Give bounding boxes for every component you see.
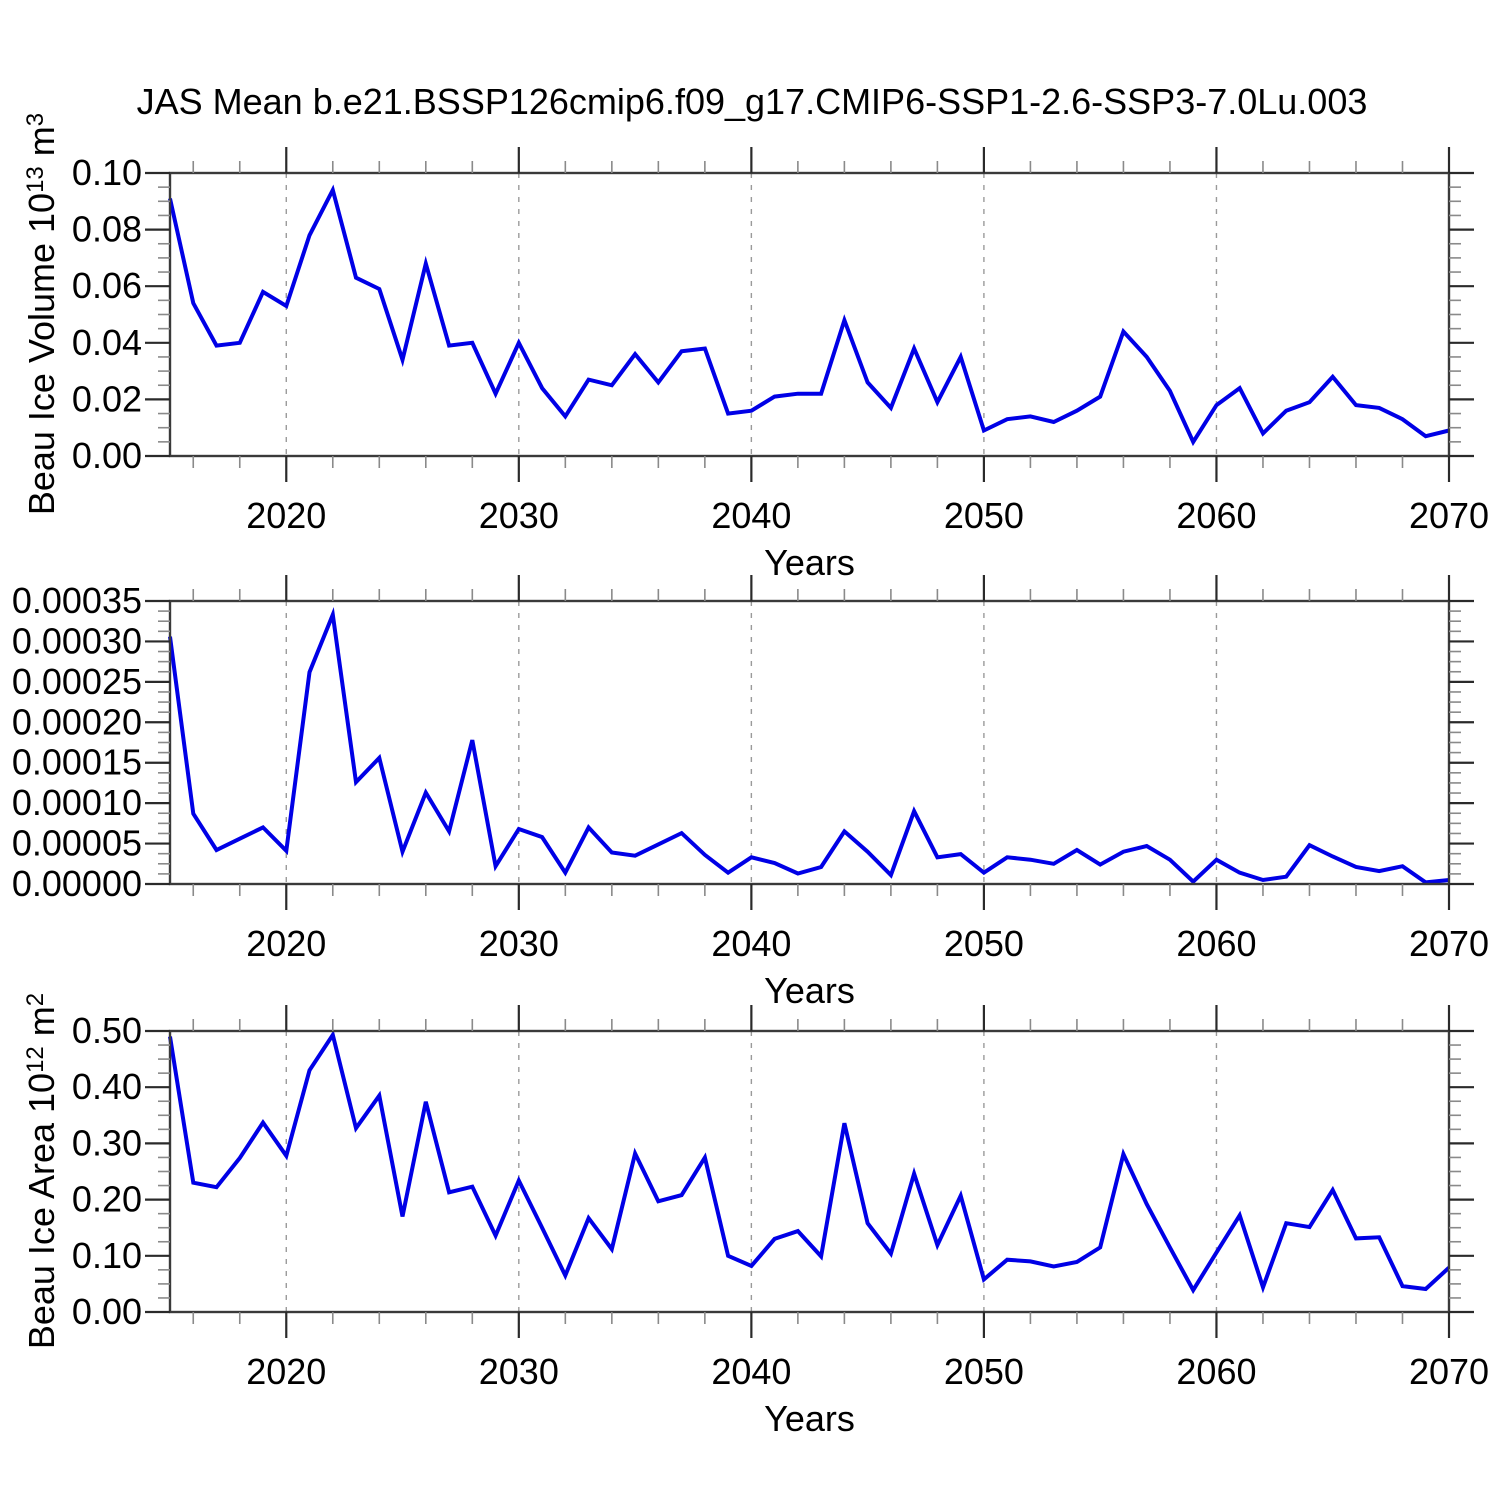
x-tick-label: 2020 xyxy=(246,1351,326,1392)
y-axis-label-volume: Beau Ice Volume 1013 m3 xyxy=(14,4,62,624)
series-line-beau-ice-volume xyxy=(168,184,1450,447)
x-tick-label: 2050 xyxy=(944,495,1024,536)
x-tick-label: 2020 xyxy=(246,495,326,536)
y-axis-label-superscript: 3 xyxy=(22,112,49,127)
plot-frame xyxy=(168,599,1451,886)
x-tick-label: 2070 xyxy=(1409,495,1489,536)
series-line-beau-ice-area xyxy=(168,1029,1451,1295)
y-tick-label: 0.40 xyxy=(72,1066,142,1107)
y-tick-label: 0.02 xyxy=(72,378,142,419)
x-tick-label: 2040 xyxy=(711,1351,791,1392)
x-axis-title-panel2: Years xyxy=(764,970,855,1011)
y-tick-label: 0.10 xyxy=(72,152,142,193)
y-tick-label: 0.10 xyxy=(72,1235,142,1276)
y-tick-label: 0.08 xyxy=(72,209,142,250)
x-tick-label: 2030 xyxy=(479,923,559,964)
y-axis-label-text: Beau Ice Area 10 xyxy=(21,1072,62,1350)
y-tick-label: 0.00020 xyxy=(12,701,142,742)
y-tick-label: 0.00 xyxy=(72,435,142,476)
x-tick-label: 2030 xyxy=(479,495,559,536)
plot-frame xyxy=(168,171,1451,458)
panel-beau-ice-middle: 2020 2030 2040 2050 2060 20700.000000.000050.… xyxy=(12,575,1489,964)
x-tick-label: 2060 xyxy=(1176,495,1256,536)
y-axis-label-text: m xyxy=(21,1006,62,1047)
y-axis-label-superscript: 2 xyxy=(22,992,49,1007)
y-tick-label: 0.00015 xyxy=(12,742,142,783)
y-axis-label-area: Beau Ice Area 1012 m2 xyxy=(14,861,62,1481)
x-axis-title-panel1: Years xyxy=(764,542,855,583)
y-tick-label: 0.50 xyxy=(72,1010,142,1051)
y-tick-label: 0.06 xyxy=(72,265,142,306)
y-axis-label-text: m xyxy=(21,126,62,167)
y-tick-label: 0.30 xyxy=(72,1122,142,1163)
x-tick-label: 2050 xyxy=(944,1351,1024,1392)
y-tick-label: 0.00025 xyxy=(12,661,142,702)
panel-beau-ice-area: 2020 2030 2040 2050 2060 2070 0.00 0.10 0.20 0.30… xyxy=(72,1005,1489,1392)
y-tick-label: 0.00010 xyxy=(12,782,142,823)
y-axis-label-text: Beau Ice Volume 10 xyxy=(21,192,62,516)
y-tick-label: 0.20 xyxy=(72,1179,142,1220)
x-tick-label: 2040 xyxy=(711,923,791,964)
y-tick-label: 0.04 xyxy=(72,322,142,363)
chart-title: JAS Mean b.e21.BSSP126cmip6.f09_g17.CMIP… xyxy=(136,81,1368,122)
x-tick-label: 2070 xyxy=(1409,923,1489,964)
x-tick-label: 2030 xyxy=(479,1351,559,1392)
y-axis-label-superscript: 13 xyxy=(22,166,49,193)
x-tick-label: 2070 xyxy=(1409,1351,1489,1392)
y-tick-label: 0.00005 xyxy=(12,823,142,864)
x-tick-label: 2040 xyxy=(711,495,791,536)
y-tick-label: 0.00035 xyxy=(12,580,142,621)
y-tick-label: 0.00000 xyxy=(12,863,142,904)
y-tick-label: 0.00 xyxy=(72,1291,142,1332)
y-tick-label: 0.00030 xyxy=(12,620,142,661)
x-tick-label: 2060 xyxy=(1176,1351,1256,1392)
y-axis-label-superscript: 12 xyxy=(22,1046,49,1073)
series-line-beau-ice-middle xyxy=(168,607,1450,885)
x-tick-label: 2050 xyxy=(944,923,1024,964)
panel-beau-ice-volume: 2020 2030 2040 2050 2060 2070 0.00 0.02 0.04 0.06… xyxy=(72,147,1489,536)
x-tick-label: 2020 xyxy=(246,923,326,964)
x-tick-label: 2060 xyxy=(1176,923,1256,964)
x-axis-title-panel3: Years xyxy=(764,1398,855,1439)
